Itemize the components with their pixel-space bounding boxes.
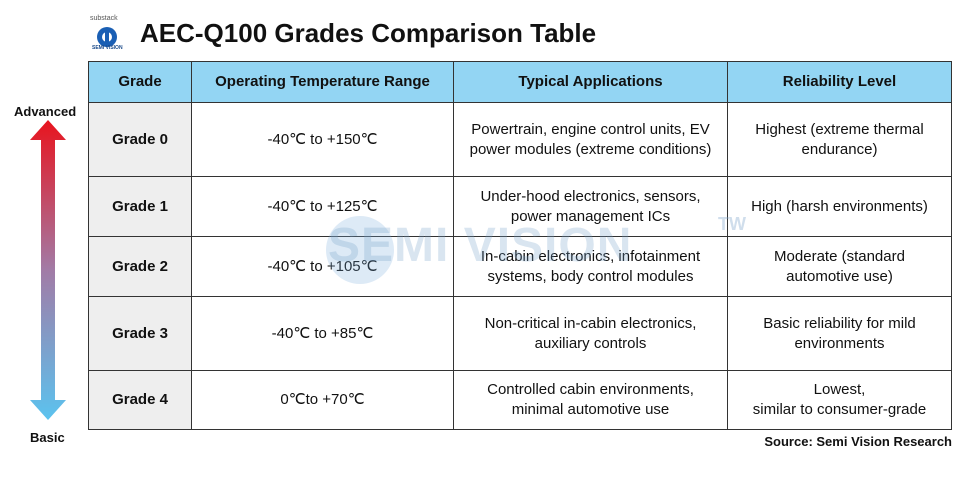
column-header: Grade bbox=[88, 61, 192, 103]
grade-cell: Grade 0 bbox=[88, 102, 192, 177]
watermark-mark: TW bbox=[718, 214, 746, 234]
cell: Non-critical in-cabin electronics, auxil… bbox=[453, 296, 728, 371]
watermark-logo bbox=[326, 216, 394, 284]
cell: Moderate (standard automotive use) bbox=[727, 236, 952, 297]
cell: Controlled cabin environments, minimal a… bbox=[453, 370, 728, 430]
title: AEC-Q100 Grades Comparison Table bbox=[140, 18, 597, 48]
table: Grade Operating Temperature Range Typical … bbox=[88, 61, 952, 430]
grade-cell: Grade 4 bbox=[88, 370, 192, 430]
scale-arrow bbox=[30, 120, 66, 420]
column-header: Reliability Level bbox=[727, 61, 952, 103]
source: Source: Semi Vision Research bbox=[764, 434, 952, 449]
cell: -40℃ to +150℃ bbox=[191, 102, 454, 177]
row: Grade 4 0℃to +70℃ Controlled cabin environ… bbox=[88, 370, 952, 430]
scale-top: Advanced bbox=[14, 104, 77, 119]
grade-cell: Grade 3 bbox=[88, 296, 192, 371]
watermark: SEMI VISION bbox=[328, 219, 633, 272]
cell: Highest (extreme thermal endurance) bbox=[727, 102, 952, 177]
cell: Lowest, similar to consumer-grade bbox=[727, 370, 952, 430]
cell: Under-hood electronics, sensors, power m… bbox=[453, 176, 728, 237]
brand: substack bbox=[90, 15, 118, 22]
row: Grade 2 -40℃ to +105℃ In-cabin electronics… bbox=[88, 236, 952, 297]
cell: -40℃ to +85℃ bbox=[191, 296, 454, 371]
column-header: Typical Applications bbox=[453, 61, 728, 103]
row: Grade 0 -40℃ to +150℃ Powertrain, engine c… bbox=[88, 102, 952, 177]
cell: In-cabin electronics, infotainment syste… bbox=[453, 236, 728, 297]
cell: Basic reliability for mild environments bbox=[727, 296, 952, 371]
grade-cell: Grade 1 bbox=[88, 176, 192, 237]
logo bbox=[97, 27, 117, 47]
cell: 0℃to +70℃ bbox=[191, 370, 454, 430]
logo-caption: SEMI VISION bbox=[92, 45, 123, 51]
row: Grade 1 -40℃ to +125℃ Under-hood electroni… bbox=[88, 176, 952, 237]
column-header: Operating Temperature Range bbox=[191, 61, 454, 103]
row: Grade 3 -40℃ to +85℃ Non-critical in-cabin… bbox=[88, 296, 952, 371]
grade-cell: Grade 2 bbox=[88, 236, 192, 297]
cell: -40℃ to +125℃ bbox=[191, 176, 454, 237]
cell: High (harsh environments) bbox=[727, 176, 952, 237]
scale-bottom: Basic bbox=[30, 430, 65, 445]
header-row: Grade Operating Temperature Range Typical … bbox=[88, 61, 952, 103]
cell: Powertrain, engine control units, EV pow… bbox=[453, 102, 728, 177]
